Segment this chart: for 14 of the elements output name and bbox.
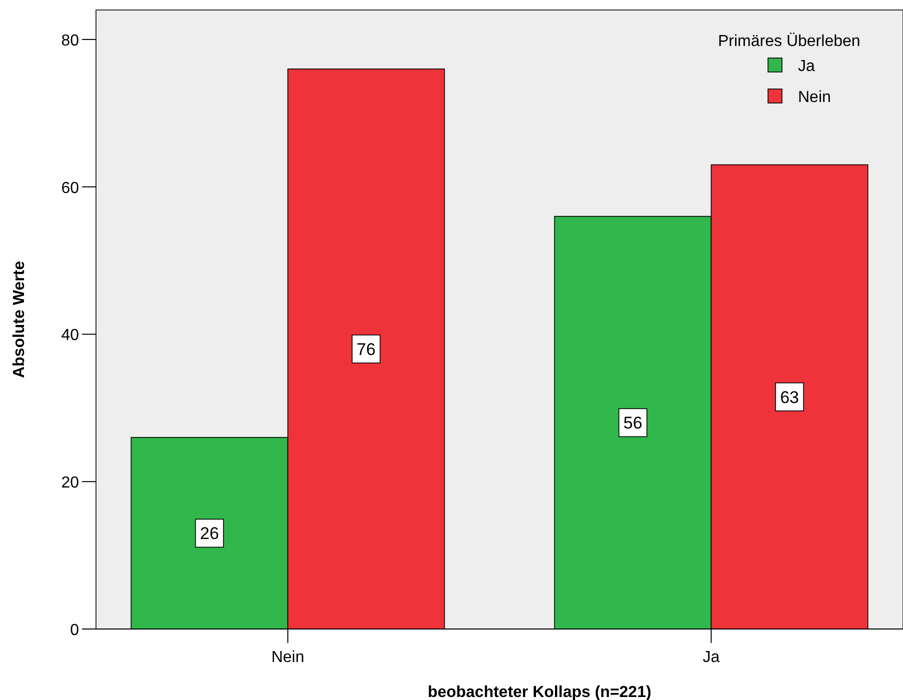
data-label: 76 bbox=[356, 340, 376, 359]
y-tick-label: 20 bbox=[61, 474, 80, 492]
y-tick-label: 80 bbox=[61, 32, 80, 50]
data-label: 63 bbox=[780, 388, 799, 407]
legend-label: Ja bbox=[798, 58, 815, 75]
legend-label: Nein bbox=[798, 89, 831, 106]
y-tick-label: 40 bbox=[61, 327, 80, 344]
data-label: 26 bbox=[200, 524, 219, 544]
x-axis-title: beobachteter Kollaps (n=221) bbox=[428, 684, 652, 700]
y-tick-label: 0 bbox=[70, 622, 80, 639]
y-axis-title: Absolute Werte bbox=[11, 260, 28, 378]
y-tick-label: 60 bbox=[61, 180, 80, 197]
data-label: 56 bbox=[623, 414, 642, 433]
legend-title: Primäres Überleben bbox=[718, 32, 860, 50]
